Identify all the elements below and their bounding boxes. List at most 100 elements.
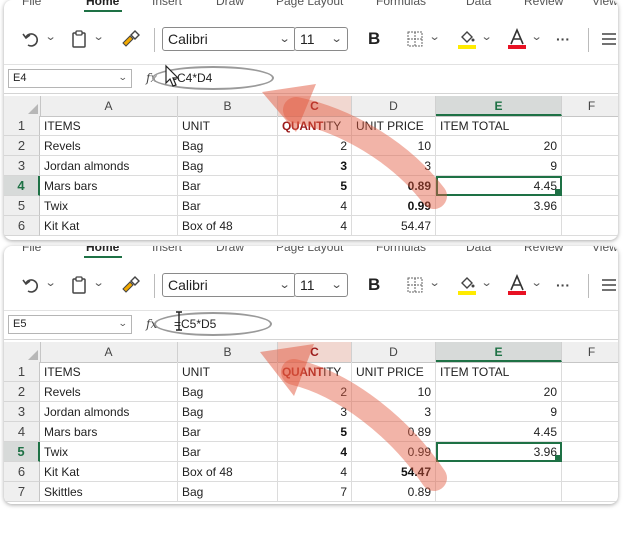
fill-chevron-down-icon[interactable]: ⌄ xyxy=(480,277,493,289)
font-color-chevron-down-icon[interactable]: ⌄ xyxy=(530,31,543,43)
cell-f4[interactable] xyxy=(562,176,618,196)
tab-formulas[interactable]: Formulas xyxy=(376,246,427,254)
clipboard-icon[interactable] xyxy=(68,28,90,50)
tab-insert[interactable]: Insert xyxy=(152,246,183,254)
cell-b2[interactable]: Bag xyxy=(178,136,278,156)
cell-f2[interactable] xyxy=(562,136,618,156)
cell-a1[interactable]: ITEMS xyxy=(40,116,178,136)
column-header-c[interactable]: C xyxy=(278,96,352,116)
cell-d3[interactable]: 3 xyxy=(352,402,436,422)
tab-review[interactable]: Review xyxy=(524,246,564,254)
cell-e3[interactable]: 9 xyxy=(436,402,562,422)
font-color-icon[interactable] xyxy=(506,274,528,296)
cell-a6[interactable]: Kit Kat xyxy=(40,216,178,236)
cell-d2[interactable]: 10 xyxy=(352,382,436,402)
column-header-f[interactable]: F xyxy=(562,342,618,362)
cell-a5[interactable]: Twix xyxy=(40,196,178,216)
cell-b5[interactable]: Bar xyxy=(178,442,278,462)
select-all-corner[interactable] xyxy=(4,342,41,362)
borders-icon[interactable] xyxy=(404,274,426,296)
tab-data[interactable]: Data xyxy=(466,0,492,8)
column-header-f[interactable]: F xyxy=(562,96,618,116)
cell-e6[interactable] xyxy=(436,216,562,236)
fx-icon[interactable]: fx xyxy=(146,71,158,85)
column-header-a[interactable]: A xyxy=(40,96,178,116)
tab-file[interactable]: File xyxy=(22,0,42,8)
name-box[interactable]: E5 ⌄ xyxy=(8,315,132,334)
cell-d7[interactable]: 0.89 xyxy=(352,482,436,502)
cell-a2[interactable]: Revels xyxy=(40,136,178,156)
undo-icon[interactable] xyxy=(20,274,42,296)
paste-chevron-down-icon[interactable]: ⌄ xyxy=(92,277,105,289)
cell-d3[interactable]: 3 xyxy=(352,156,436,176)
cell-b3[interactable]: Bag xyxy=(178,156,278,176)
cell-f3[interactable] xyxy=(562,156,618,176)
tab-view[interactable]: View xyxy=(592,0,618,8)
clipboard-icon[interactable] xyxy=(68,274,90,296)
cell-a7[interactable]: Skittles xyxy=(40,482,178,502)
cell-f5[interactable] xyxy=(562,196,618,216)
cell-f1[interactable] xyxy=(562,362,618,382)
fill-color-icon[interactable] xyxy=(456,28,478,50)
tab-draw[interactable]: Draw xyxy=(216,246,245,254)
cell-c3[interactable]: 3 xyxy=(278,402,352,422)
format-painter-icon[interactable] xyxy=(120,28,142,50)
more-options-icon[interactable]: ··· xyxy=(556,31,570,47)
font-color-chevron-down-icon[interactable]: ⌄ xyxy=(530,277,543,289)
tab-home[interactable]: Home xyxy=(86,246,120,254)
tab-home[interactable]: Home xyxy=(86,0,120,8)
cell-c3[interactable]: 3 xyxy=(278,156,352,176)
fx-icon[interactable]: fx xyxy=(146,317,158,331)
cell-b7[interactable]: Bag xyxy=(178,482,278,502)
cell-a1[interactable]: ITEMS xyxy=(40,362,178,382)
cell-c5[interactable]: 4 xyxy=(278,442,352,462)
tab-file[interactable]: File xyxy=(22,246,42,254)
cell-d4[interactable]: 0.89 xyxy=(352,422,436,442)
row-header[interactable]: 7 xyxy=(4,482,40,502)
align-icon[interactable] xyxy=(598,274,618,296)
borders-icon[interactable] xyxy=(404,28,426,50)
row-header[interactable]: 6 xyxy=(4,216,40,236)
column-header-e[interactable]: E xyxy=(436,342,562,362)
row-header[interactable]: 6 xyxy=(4,462,40,482)
cell-c2[interactable]: 2 xyxy=(278,382,352,402)
row-header[interactable]: 1 xyxy=(4,116,40,136)
format-painter-icon[interactable] xyxy=(120,274,142,296)
cell-d5[interactable]: 0.99 xyxy=(352,442,436,462)
cell-a6[interactable]: Kit Kat xyxy=(40,462,178,482)
cell-d6[interactable]: 54.47 xyxy=(352,462,436,482)
cell-c4[interactable]: 5 xyxy=(278,176,352,196)
column-header-d[interactable]: D xyxy=(352,96,436,116)
cell-f1[interactable] xyxy=(562,116,618,136)
more-options-icon[interactable]: ··· xyxy=(556,277,570,293)
cell-b6[interactable]: Box of 48 xyxy=(178,216,278,236)
cell-c1[interactable]: QUANTITY xyxy=(278,362,352,382)
cell-a2[interactable]: Revels xyxy=(40,382,178,402)
font-name-select[interactable]: Calibri ⌄ xyxy=(162,27,296,51)
cell-c4[interactable]: 5 xyxy=(278,422,352,442)
tab-page-layout[interactable]: Page Layout xyxy=(276,246,344,254)
cell-e4[interactable]: 4.45 xyxy=(436,422,562,442)
cell-d5[interactable]: 0.99 xyxy=(352,196,436,216)
row-header[interactable]: 2 xyxy=(4,382,40,402)
row-header[interactable]: 4 xyxy=(4,422,40,442)
cell-a4[interactable]: Mars bars xyxy=(40,176,178,196)
cell-c1[interactable]: QUANTITY xyxy=(278,116,352,136)
cell-a3[interactable]: Jordan almonds xyxy=(40,402,178,422)
column-header-c[interactable]: C xyxy=(278,342,352,362)
font-size-select[interactable]: 11 ⌄ xyxy=(294,27,348,51)
cell-b3[interactable]: Bag xyxy=(178,402,278,422)
cell-f2[interactable] xyxy=(562,382,618,402)
cell-c6[interactable]: 4 xyxy=(278,462,352,482)
cell-e4-active[interactable]: 4.45 xyxy=(436,176,562,196)
row-header[interactable]: 3 xyxy=(4,156,40,176)
row-header[interactable]: 2 xyxy=(4,136,40,156)
cell-e2[interactable]: 20 xyxy=(436,136,562,156)
column-header-d[interactable]: D xyxy=(352,342,436,362)
font-name-select[interactable]: Calibri ⌄ xyxy=(162,273,296,297)
align-icon[interactable] xyxy=(598,28,618,50)
borders-chevron-down-icon[interactable]: ⌄ xyxy=(428,31,441,43)
fill-color-icon[interactable] xyxy=(456,274,478,296)
cell-e1[interactable]: ITEM TOTAL xyxy=(436,362,562,382)
cell-b1[interactable]: UNIT xyxy=(178,116,278,136)
